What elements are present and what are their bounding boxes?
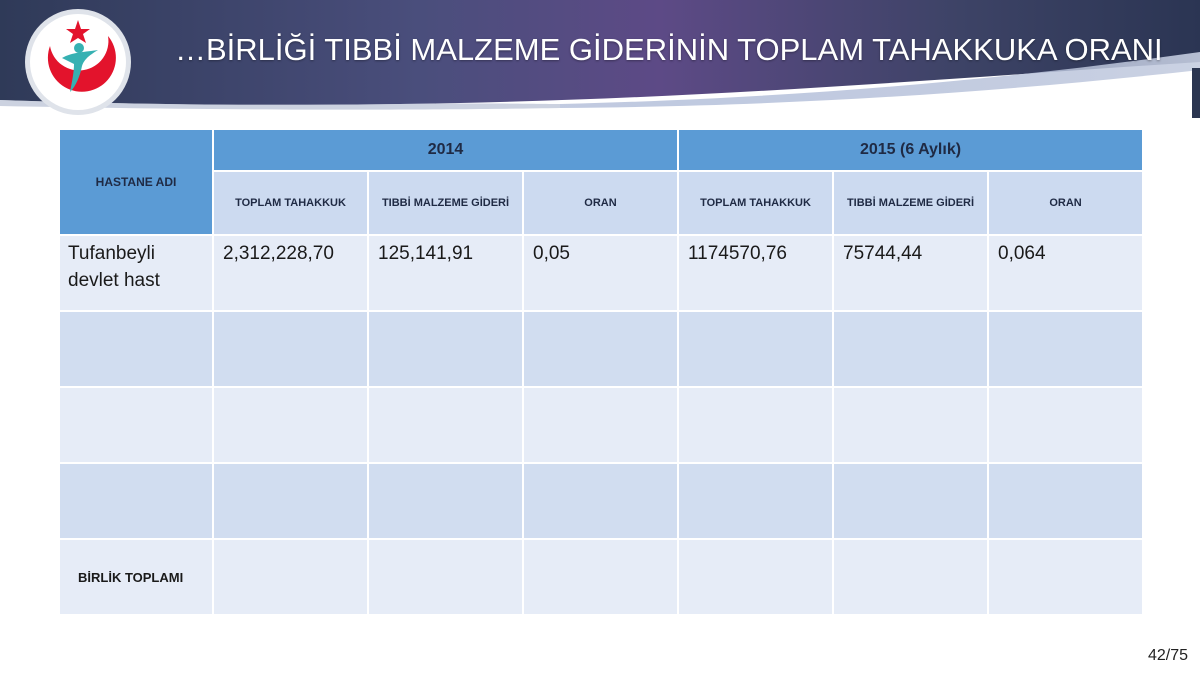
ministry-of-health-logo-icon	[22, 6, 134, 118]
page-number: 42/75	[1147, 647, 1188, 664]
table-row: Tufanbeyli devlet hast 2,312,228,70 125,…	[58, 234, 1145, 312]
hospital-name-cell	[58, 310, 214, 388]
table-cell	[522, 462, 679, 540]
table-cell	[832, 462, 989, 540]
table-cell	[522, 538, 679, 616]
total-row: BİRLİK TOPLAMI	[58, 538, 1145, 616]
table-cell	[832, 310, 989, 388]
subheader-toplam-tahakkuk-2015: TOPLAM TAHAKKUK	[677, 170, 834, 236]
cell-value	[834, 312, 987, 316]
table-cell	[677, 462, 834, 540]
hospital-name-cell	[58, 386, 214, 464]
table-row	[58, 310, 1145, 388]
cell-value	[679, 312, 832, 316]
cell-value	[369, 388, 522, 392]
table-cell	[986, 386, 1145, 464]
table-cell	[367, 538, 524, 616]
banner-background	[0, 0, 1200, 110]
banner-edge	[1192, 68, 1200, 118]
total-label: BİRLİK TOPLAMI	[58, 538, 214, 616]
hospital-name	[60, 464, 212, 468]
table-cell	[212, 538, 369, 616]
cell-value: 0,05	[533, 243, 570, 264]
table-cell	[677, 386, 834, 464]
table-cell	[367, 462, 524, 540]
table-cell: 0,064	[986, 234, 1145, 312]
table-cell: 2,312,228,70	[212, 234, 369, 312]
hospital-name	[60, 312, 212, 316]
cell-value	[679, 388, 832, 392]
table-row	[58, 386, 1145, 464]
table-cell	[522, 310, 679, 388]
table-cell	[986, 462, 1145, 540]
cell-value: 1174570,76	[688, 243, 787, 264]
cell-value: 125,141,91	[378, 243, 474, 264]
hospital-name	[60, 388, 212, 392]
hospital-name-cell	[58, 462, 214, 540]
table-cell	[986, 310, 1145, 388]
cell-value	[369, 464, 522, 468]
table-cell	[212, 462, 369, 540]
hospital-name-cell: Tufanbeyli devlet hast	[58, 234, 214, 312]
cell-value	[214, 312, 367, 316]
table-cell	[522, 386, 679, 464]
table-cell	[677, 538, 834, 616]
table-cell: 75744,44	[832, 234, 989, 312]
cell-value: 2,312,228,70	[223, 243, 334, 264]
cell-value	[524, 388, 677, 392]
cell-value	[524, 312, 677, 316]
column-header-hospital: HASTANE ADI	[58, 128, 214, 236]
cell-value	[834, 464, 987, 468]
subheader-toplam-tahakkuk-2014: TOPLAM TAHAKKUK	[212, 170, 369, 236]
year-header-2014: 2014	[212, 128, 679, 172]
cell-value	[989, 388, 1142, 392]
table-cell: 0,05	[522, 234, 679, 312]
table-cell: 125,141,91	[367, 234, 524, 312]
table-cell	[367, 310, 524, 388]
table-cell	[367, 386, 524, 464]
subheader-tibbi-malzeme-2014: TIBBİ MALZEME GİDERİ	[367, 170, 524, 236]
subheader-oran-2014: ORAN	[522, 170, 679, 236]
table-cell	[212, 310, 369, 388]
table-cell: 1174570,76	[677, 234, 834, 312]
cell-value	[524, 464, 677, 468]
subheader-tibbi-malzeme-2015: TIBBİ MALZEME GİDERİ	[832, 170, 989, 236]
cell-value	[679, 464, 832, 468]
cell-value	[369, 312, 522, 316]
cell-value: 75744,44	[843, 243, 923, 264]
cell-value	[214, 388, 367, 392]
table-cell	[212, 386, 369, 464]
subheader-oran-2015: ORAN	[986, 170, 1145, 236]
hospital-name: Tufanbeyli devlet hast	[68, 243, 160, 291]
cell-value: 0,064	[998, 243, 1046, 264]
cell-value	[989, 464, 1142, 468]
expense-ratio-table: HASTANE ADI 2014 2015 (6 Aylık) TOPLAM T…	[58, 128, 1145, 616]
slide-title: …BİRLİĞİ TIBBİ MALZEME GİDERİNİN TOPLAM …	[175, 32, 1163, 67]
table-cell	[832, 538, 989, 616]
table-cell	[986, 538, 1145, 616]
cell-value	[989, 312, 1142, 316]
header-banner	[0, 0, 1200, 125]
cell-value	[214, 464, 367, 468]
table-cell	[677, 310, 834, 388]
year-header-2015: 2015 (6 Aylık)	[676, 128, 1145, 172]
table-cell	[832, 386, 989, 464]
cell-value	[834, 388, 987, 392]
table-row	[58, 462, 1145, 540]
